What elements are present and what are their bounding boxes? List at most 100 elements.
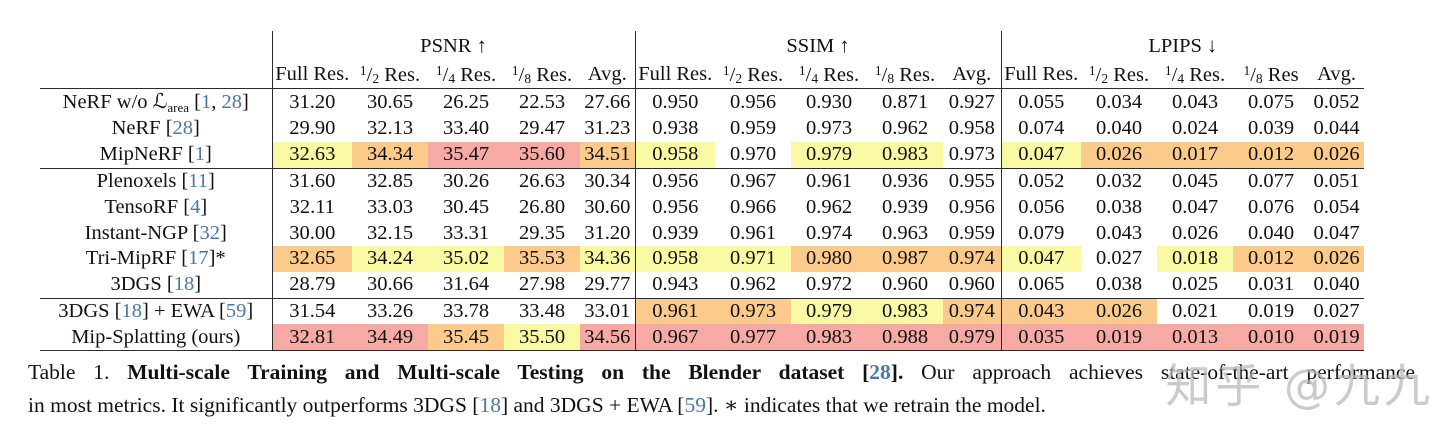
label-text: NeRF [ (111, 117, 173, 140)
psnr-cell: 26.80 (518, 195, 566, 218)
label-text: ] (246, 299, 254, 322)
ssim-cell: 0.871 (881, 91, 929, 113)
lpips-cell: 0.031 (1233, 271, 1310, 299)
method-label: NeRF [28] (40, 116, 272, 142)
column-header-text: Res (1262, 63, 1299, 86)
citation-ref[interactable]: 28 (869, 360, 891, 384)
table-row: MipNeRF [1] 32.63 34.34 35.47 35.60 34.51 0.95… (40, 141, 1365, 169)
ssim-cell: 0.936 (881, 169, 929, 192)
label-text: Plenoxels [ (96, 169, 189, 192)
lpips-cell: 0.079 (1000, 220, 1082, 246)
lpips-cell: 0.039 (1247, 117, 1295, 140)
citation-ref[interactable]: 1 (201, 91, 212, 113)
ssim-cell: 0.979 (791, 141, 867, 169)
method-label: TensoRF [4] (40, 194, 272, 220)
caption-segment: Multi-scale Training and Multi-scale Tes… (127, 360, 870, 384)
lpips-cell: 0.024 (1171, 117, 1219, 140)
citation-ref[interactable]: 59 (225, 299, 247, 322)
citation-ref[interactable]: 11 (188, 169, 209, 192)
column-header-text: Res. (1184, 63, 1226, 86)
lpips-cell: 0.027 (1095, 247, 1143, 270)
table-row: 3DGS [18] + EWA [59] 31.54 33.26 33.78 33.48… (40, 298, 1364, 325)
citation-ref[interactable]: 32 (199, 221, 221, 244)
psnr-cell: 35.02 (428, 245, 504, 272)
ssim-cell: 0.943 (634, 271, 715, 299)
lpips-cell: 0.026 (1081, 298, 1158, 325)
psnr-cell: 34.51 (580, 141, 635, 169)
fraction-denominator: 4 (811, 70, 819, 86)
column-header: Avg. (1309, 61, 1365, 89)
caption-segment: ] and 3DGS + EWA [ (500, 393, 685, 417)
psnr-cell: 32.65 (271, 245, 352, 272)
column-header: 1/2 Res. (1081, 61, 1158, 89)
citation-ref[interactable]: 1 (194, 143, 206, 166)
citation-ref[interactable]: 18 (479, 393, 501, 417)
metric-title-psnr: PSNR ↑ (271, 31, 635, 61)
lpips-cell: 0.010 (1233, 324, 1310, 352)
ssim-cell: 0.930 (805, 91, 853, 113)
citation-ref[interactable]: 17 (188, 247, 209, 270)
fraction-denominator: 4 (1177, 70, 1185, 86)
psnr-cell: 30.34 (584, 169, 631, 192)
lpips-cell: 0.074 (1000, 116, 1082, 142)
psnr-cell: 28.79 (271, 271, 352, 299)
psnr-cell: 35.47 (428, 141, 504, 169)
citation-ref[interactable]: 18 (121, 299, 143, 322)
citation-ref[interactable]: 4 (190, 195, 201, 218)
label-text: ] (205, 143, 212, 166)
lpips-cell: 0.040 (1095, 117, 1143, 140)
citation-ref[interactable]: 18 (173, 273, 195, 296)
column-header-text: Res. (1108, 63, 1150, 86)
lpips-cell: 0.025 (1157, 271, 1234, 299)
psnr-cell: 34.56 (580, 324, 635, 352)
arrow-up-icon: ↑ (476, 34, 487, 57)
lpips-cell: 0.052 (1313, 91, 1360, 113)
label-text: ] (194, 273, 202, 296)
ssim-cell: 0.972 (791, 271, 867, 299)
lpips-cell: 0.077 (1247, 169, 1295, 192)
ssim-cell: 0.974 (943, 298, 1002, 325)
corner-cell (40, 31, 272, 61)
psnr-cell: 32.85 (366, 169, 414, 192)
fraction-numerator: 1 (1088, 62, 1096, 78)
ssim-cell: 0.961 (634, 298, 715, 325)
psnr-cell: 34.34 (352, 141, 428, 169)
citation-ref[interactable]: 28 (221, 91, 243, 113)
table-row: NeRF w/o ℒarea [1, 28] 31.20 30.65 26.25 22.… (40, 88, 1364, 117)
label-text: NeRF w/o (62, 91, 153, 113)
table-row: Mip-Splatting (ours) 32.81 34.49 35.45 35.50… (40, 324, 1365, 352)
method-label: NeRF w/o ℒarea [1, 28] (40, 89, 272, 117)
method-label: Instant-NGP [32] (40, 220, 272, 246)
ssim-cell: 0.958 (948, 117, 995, 140)
psnr-cell: 32.63 (271, 141, 352, 169)
ssim-cell: 0.967 (634, 324, 715, 352)
label-text: Tri-MipRF [ (85, 247, 189, 270)
label-text: MipNeRF [ (99, 143, 195, 166)
psnr-cell: 31.54 (271, 298, 352, 325)
lpips-cell: 0.012 (1233, 141, 1310, 169)
ssim-cell: 0.973 (805, 117, 853, 140)
lpips-cell: 0.045 (1171, 169, 1219, 192)
psnr-cell: 35.45 (428, 324, 504, 352)
table-row: 3DGS [18] 28.79 30.66 31.64 27.98 29.77 0.943 0… (40, 271, 1365, 299)
fraction-slash: / (805, 63, 812, 86)
psnr-cell: 29.47 (518, 117, 566, 140)
ssim-cell: 0.966 (729, 195, 777, 218)
ssim-cell: 0.962 (805, 195, 853, 218)
label-text: ] (200, 195, 208, 218)
psnr-cell: 31.20 (271, 88, 352, 116)
ssim-cell: 0.958 (634, 141, 715, 169)
label-text: ] (193, 117, 200, 140)
citation-ref[interactable]: 28 (172, 117, 194, 140)
label-text: ] + EWA [ (142, 299, 226, 322)
ssim-cell: 0.967 (729, 169, 777, 192)
citation-ref[interactable]: 59 (684, 393, 706, 417)
lpips-cell: 0.026 (1171, 221, 1219, 244)
metric-title-text: SSIM (786, 34, 840, 57)
lpips-cell: 0.040 (1309, 271, 1365, 299)
ssim-cell: 0.962 (881, 117, 929, 140)
lpips-cell: 0.043 (1000, 298, 1082, 325)
lpips-cell: 0.040 (1247, 221, 1295, 244)
column-header: Full Res. (634, 61, 715, 89)
column-header: 1/2 Res. (715, 61, 791, 89)
